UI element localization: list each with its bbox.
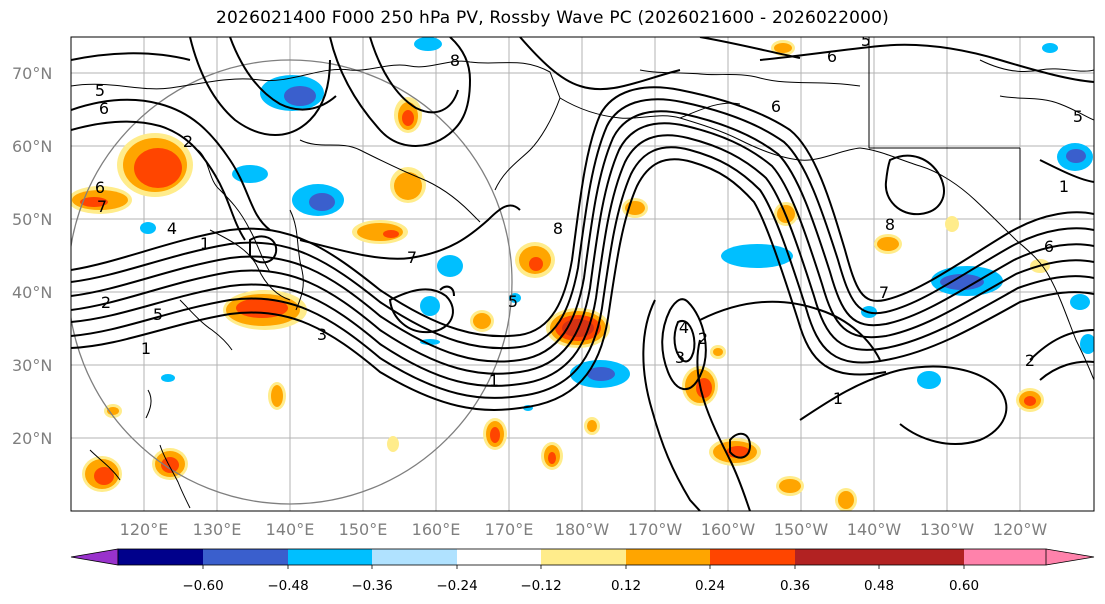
contour-label: 7 <box>879 283 889 302</box>
contour-label: 5 <box>508 292 518 311</box>
colorbar-tick-label: −0.36 <box>351 578 392 594</box>
colorbar-tick-label: 0.48 <box>864 578 894 594</box>
contour-label: 5 <box>1073 107 1083 126</box>
longitude-labels: 120°E 130°E 140°E 150°E 160°E 170°E 180°… <box>120 520 1048 539</box>
contour-label: 6 <box>1044 237 1054 256</box>
colorbar-tick-label: −0.24 <box>436 578 477 594</box>
lon-label: 130°E <box>193 520 242 539</box>
contour-label: 1 <box>141 339 151 358</box>
contour-label: 7 <box>97 197 107 216</box>
lon-label: 170°W <box>628 520 683 539</box>
lat-label: 50°N <box>12 210 52 229</box>
lat-label: 20°N <box>12 429 52 448</box>
contour-label: 3 <box>317 325 327 344</box>
colorbar-bin <box>372 549 457 565</box>
contour-label: 5 <box>153 305 163 324</box>
negative-anomaly-shading <box>140 37 1094 411</box>
colorbar-bin <box>795 549 879 565</box>
contour-label: 6 <box>95 178 105 197</box>
contour-label: 6 <box>827 47 837 66</box>
lon-label: 150°W <box>774 520 829 539</box>
colorbar-bin <box>710 549 795 565</box>
colorbar-bin <box>118 549 203 565</box>
lon-label: 120°E <box>120 520 169 539</box>
contour-label: 2 <box>101 293 111 312</box>
lon-label: 170°E <box>485 520 534 539</box>
lat-label: 40°N <box>12 283 52 302</box>
lon-label: 120°W <box>993 520 1048 539</box>
contour-label: 1 <box>833 389 843 408</box>
contour-label: 6 <box>99 99 109 118</box>
map-title: 2026021400 F000 250 hPa PV, Rossby Wave … <box>216 8 889 28</box>
contour-label: 4 <box>679 318 689 337</box>
lon-label: 140°E <box>266 520 315 539</box>
contour-label: 2 <box>183 132 193 151</box>
colorbar-tick-label: 0.12 <box>611 578 641 594</box>
contour-label: 5 <box>861 31 871 50</box>
colorbar-bin <box>626 549 710 565</box>
pv-contours <box>71 37 1094 511</box>
lon-label: 160°E <box>412 520 461 539</box>
contour-label: 6 <box>771 97 781 116</box>
lon-label: 140°W <box>847 520 902 539</box>
influence-circle <box>71 59 513 505</box>
colorbar: −0.60 −0.48 −0.36 −0.24 −0.12 0.12 0.24 … <box>70 548 1095 594</box>
lon-label: 150°E <box>339 520 388 539</box>
colorbar-tick-label: 0.24 <box>695 578 725 594</box>
colorbar-bin <box>288 549 372 565</box>
lon-label: 180°W <box>555 520 610 539</box>
colorbar-tick-label: −0.48 <box>267 578 308 594</box>
map-frame <box>70 36 1095 512</box>
colorbar-bin <box>879 549 964 565</box>
contour-label: 1 <box>1059 177 1069 196</box>
contour-label: 8 <box>553 219 563 238</box>
colorbar-bin <box>541 549 626 565</box>
lat-label: 70°N <box>12 64 52 83</box>
colorbar-tick-label: −0.60 <box>182 578 223 594</box>
contour-label: 2 <box>698 329 708 348</box>
contour-label: 8 <box>450 51 460 70</box>
contour-label: 4 <box>167 219 177 238</box>
contour-label: 3 <box>675 348 685 367</box>
colorbar-extend-min <box>70 548 119 566</box>
colorbar-bin <box>457 549 541 565</box>
contour-labels: 5 6 8 5 6 6 5 6 7 2 4 1 2 5 1 7 5 3 1 8 … <box>95 31 1083 408</box>
lon-label: 130°W <box>920 520 975 539</box>
latitude-labels: 70°N 60°N 50°N 40°N 30°N 20°N <box>12 64 52 448</box>
contour-label: 1 <box>489 371 499 390</box>
colorbar-tick-label: 0.60 <box>949 578 979 594</box>
contour-label: 7 <box>407 248 417 267</box>
contour-label: 8 <box>885 215 895 234</box>
colorbar-bin <box>203 549 288 565</box>
contour-label: 1 <box>200 234 210 253</box>
lat-label: 30°N <box>12 356 52 375</box>
lat-label: 60°N <box>12 137 52 156</box>
contour-label: 5 <box>95 81 105 100</box>
map-panel: 5 6 8 5 6 6 5 6 7 2 4 1 2 5 1 7 5 3 1 8 … <box>71 31 1094 511</box>
lon-label: 160°W <box>701 520 756 539</box>
colorbar-tick-label: 0.36 <box>780 578 810 594</box>
graticule <box>71 37 1094 511</box>
colorbar-tick-label: −0.12 <box>520 578 561 594</box>
contour-label: 2 <box>1025 351 1035 370</box>
